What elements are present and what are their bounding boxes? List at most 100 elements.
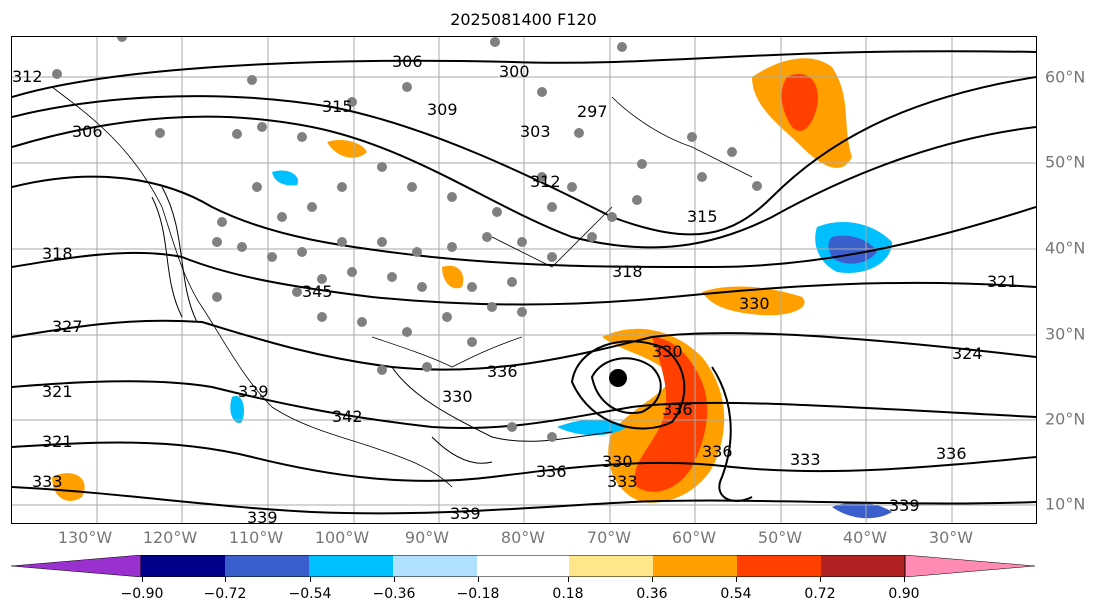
colorbar-tick-mark [568,577,569,582]
contour-label: 333 [607,472,638,491]
colorbar-tick-label: −0.18 [456,586,500,602]
contour-label-group: 312 315 306 318 327 321 321 333 339 339 … [12,52,1018,523]
contour-label: 333 [32,472,63,491]
lat-label: 50°N [1045,152,1086,172]
contour-label: 300 [499,62,530,81]
contour-label: 327 [52,317,83,336]
warm-region-gulf [442,265,464,289]
colorbar-segment [904,555,1035,577]
colorbar-segment [477,555,569,577]
cool-region-pacific [230,396,244,423]
colorbar-tick-label: 0.36 [636,586,668,602]
coastlines [51,86,753,488]
colorbar-tick-label: −0.72 [203,586,247,602]
contour-label: 339 [238,382,269,401]
lon-label: 40°W [842,528,888,547]
map-panel: 312 315 306 318 327 321 321 333 339 339 … [11,36,1037,524]
contour-label: 339 [450,504,481,523]
colorbar-segment [393,555,477,577]
colorbar [11,555,1035,577]
colorbar-tick-mark [225,577,226,582]
colorbar-segment [653,555,737,577]
colorbar-tick-label: 0.72 [804,586,836,602]
colorbar-segment [141,555,225,577]
colorbar-tick-mark [142,577,143,582]
contour-label: 312 [530,172,561,191]
colorbar-tick-mark [652,577,653,582]
contour-label: 318 [612,262,643,281]
contour-label: 321 [987,272,1018,291]
lon-label: 70°W [586,528,632,547]
contour-label: 336 [487,362,518,381]
lon-label: 120°W [142,528,198,547]
contour-label: 336 [936,444,967,463]
lon-label: 50°W [757,528,803,547]
lat-lon-grid [12,37,1036,523]
colorbar-segment [11,555,142,577]
contour-label: 318 [42,244,73,263]
contour-label: 324 [952,344,983,363]
colorbar-tick-label: −0.90 [120,586,164,602]
colorbar-segment [569,555,653,577]
map-canvas: 312 315 306 318 327 321 321 333 339 339 … [12,37,1036,523]
lat-label: 10°N [1045,494,1086,514]
contour-label: 342 [332,407,363,426]
warm-region-atlantic-storm-core [634,337,708,492]
colorbar-tick-mark [310,577,311,582]
contour-label: 339 [889,496,920,515]
colorbar-tick-mark [820,577,821,582]
warm-region-subtropical-band [702,286,805,316]
contour-label: 297 [577,102,608,121]
station-dots [52,37,762,442]
contour-label: 303 [520,122,551,141]
colorbar-tick-mark [736,577,737,582]
lat-label: 20°N [1045,409,1086,429]
contour-label: 330 [652,342,683,361]
cool-region-south-atlantic [832,502,892,519]
colorbar-tick-label: 0.54 [720,586,752,602]
contour-label: 315 [687,207,718,226]
colorbar-segment [225,555,309,577]
cool-region-central-us [272,170,298,186]
colorbar-tick-mark [478,577,479,582]
warm-region-north-atlantic-core [781,73,818,131]
lon-label: 100°W [314,528,370,547]
contour-label: 339 [247,508,278,523]
lon-label: 110°W [228,528,284,547]
contour-label: 336 [536,462,567,481]
colorbar-segment [309,555,393,577]
contour-label: 315 [322,97,353,116]
warm-anomaly-regions [52,58,852,503]
lat-label: 40°N [1045,238,1086,258]
lon-label: 30°W [928,528,974,547]
contour-label: 306 [72,122,103,141]
contour-lines-thin [151,186,613,464]
colorbar-segment [821,555,905,577]
map-title: 2025081400 F120 [450,10,597,29]
contour-label: 306 [392,52,423,71]
contour-label: 312 [12,67,43,86]
contour-label: 333 [790,450,821,469]
lat-label: 60°N [1045,67,1086,87]
warm-region-canada [327,140,367,158]
contour-label: 330 [602,452,633,471]
contour-label: 321 [42,382,73,401]
contour-label: 336 [702,442,733,461]
lon-label: 130°W [57,528,113,547]
lon-label: 60°W [671,528,717,547]
contour-label: 321 [42,432,73,451]
contour-label: 309 [427,100,458,119]
contour-label: 336 [662,400,693,419]
colorbar-tick-mark [904,577,905,582]
contour-label: 330 [739,294,770,313]
lat-label: 30°N [1045,324,1086,344]
lon-label: 90°W [404,528,450,547]
colorbar-tick-label: 0.90 [888,586,920,602]
lon-label: 80°W [500,528,546,547]
colorbar-tick-label: −0.54 [288,586,332,602]
colorbar-tick-label: 0.18 [552,586,584,602]
contour-label: 345 [302,282,333,301]
colorbar-tick-label: −0.36 [372,586,416,602]
storm-center-marker [609,369,627,387]
contour-lines [12,50,1036,515]
